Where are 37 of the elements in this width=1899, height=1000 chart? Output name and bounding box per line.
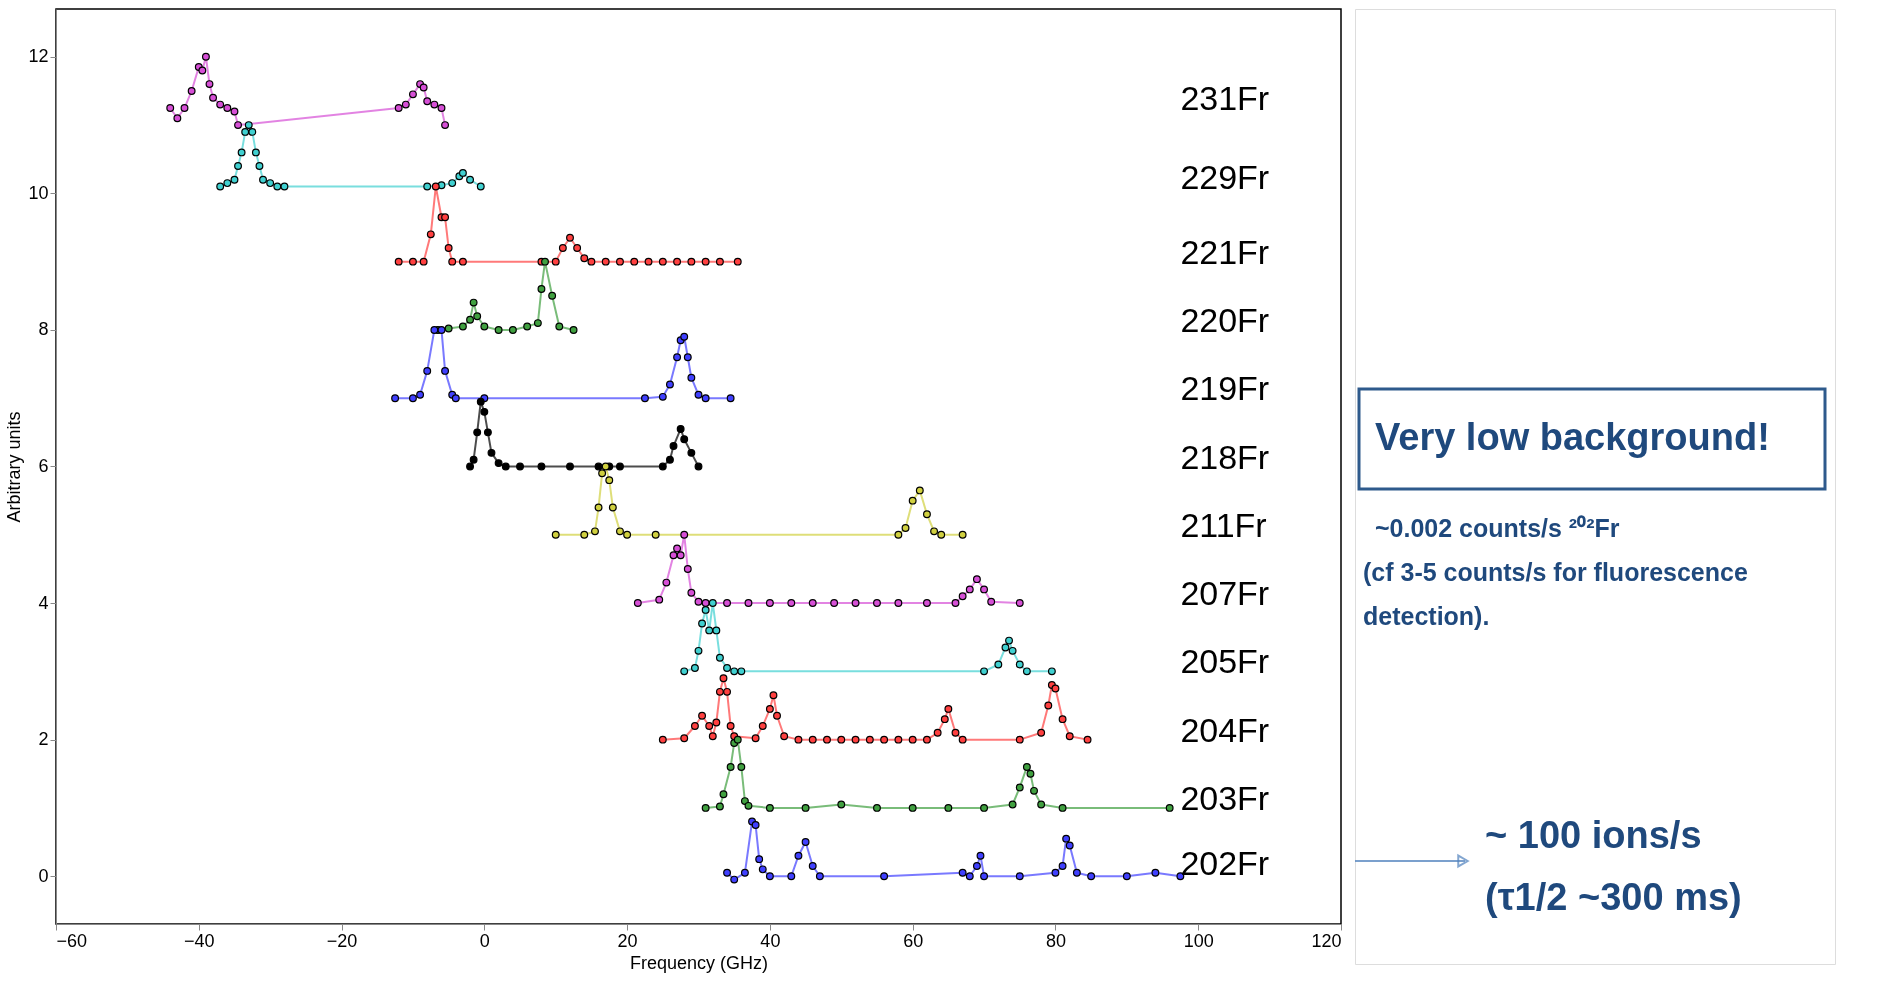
text: 231Fr bbox=[1180, 79, 1270, 118]
text: (τ1/2 ~300 ms) bbox=[1485, 876, 1742, 918]
text: ~ 100 ions/s bbox=[1485, 814, 1702, 856]
text: 204Fr bbox=[1180, 710, 1270, 749]
text: 220Fr bbox=[1180, 300, 1270, 339]
x-tick-label: 60 bbox=[903, 930, 924, 951]
y-axis-title: Arbitrary units bbox=[4, 411, 25, 523]
y-tick-label: 10 bbox=[28, 182, 49, 203]
y-tick-label: 0 bbox=[38, 865, 49, 886]
x-tick-label: 120 bbox=[1311, 930, 1342, 951]
text: (cf 3-5 counts/s for fluorescence bbox=[1363, 558, 1748, 586]
text: 205Fr bbox=[1180, 642, 1270, 681]
y-tick-label: 6 bbox=[38, 456, 49, 476]
text: detection). bbox=[1363, 602, 1490, 630]
x-tick-label: 0 bbox=[479, 930, 490, 951]
text: 211Fr bbox=[1180, 505, 1267, 544]
y-tick-label: 12 bbox=[28, 46, 49, 67]
text: 221Fr bbox=[1180, 232, 1270, 271]
text: ~0.002 counts/s ²⁰²Fr bbox=[1375, 514, 1620, 542]
x-axis-title: Frequency (GHz) bbox=[629, 952, 769, 973]
text: 207Fr bbox=[1180, 574, 1270, 613]
y-tick-label: 4 bbox=[38, 592, 49, 613]
x-tick-label: 40 bbox=[760, 930, 781, 951]
x-tick-label: −20 bbox=[326, 930, 358, 951]
text: 229Fr bbox=[1180, 157, 1270, 196]
x-tick-label: −60 bbox=[56, 930, 88, 951]
text: Very low background! bbox=[1375, 416, 1770, 458]
text: 218Fr bbox=[1180, 437, 1270, 476]
x-tick-label: −40 bbox=[184, 930, 215, 951]
x-tick-label: 80 bbox=[1045, 930, 1066, 951]
x-tick-label: 100 bbox=[1183, 930, 1214, 951]
text: 219Fr bbox=[1180, 369, 1270, 408]
y-tick-label: 8 bbox=[38, 319, 49, 340]
y-tick-label: 2 bbox=[38, 729, 49, 750]
series-label: 202Fr bbox=[1180, 843, 1270, 882]
series-label: 203Fr bbox=[1180, 778, 1270, 817]
x-tick-label: 20 bbox=[617, 930, 638, 951]
